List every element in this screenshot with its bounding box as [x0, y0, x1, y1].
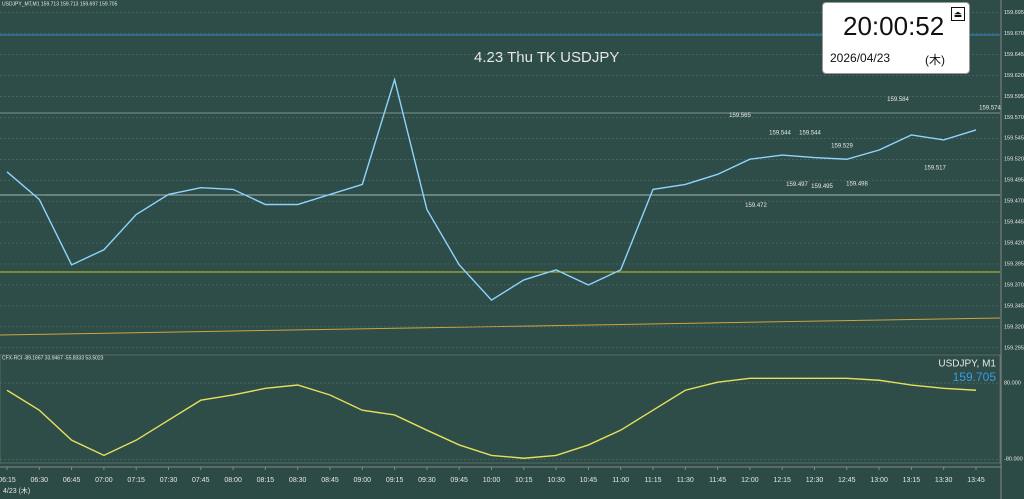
- series-line: [6, 377, 977, 459]
- y-tick-label: 80.000: [1004, 381, 1021, 387]
- x-tick-label: 07:00: [95, 477, 113, 484]
- x-tick-label: 06:45: [63, 477, 81, 484]
- x-tick-label: 09:30: [418, 477, 436, 484]
- date-label: 4/23 (木): [3, 486, 30, 495]
- x-tick-label: 13:15: [903, 477, 921, 484]
- x-tick-label: 11:15: [645, 477, 662, 484]
- price-annotation: 159.498: [846, 181, 868, 187]
- price-annotation: 159.544: [799, 131, 821, 137]
- y-tick-label: 159.470: [1004, 199, 1024, 205]
- chart-title: 4.23 Thu TK USDJPY: [474, 49, 619, 66]
- x-tick-label: 09:15: [386, 477, 404, 484]
- price-annotation: 159.544: [769, 131, 791, 137]
- rci-panel: [0, 354, 1001, 464]
- rci-price: 159.705: [953, 370, 997, 384]
- x-tick-label: 12:00: [741, 477, 759, 484]
- y-tick-label: 159.295: [1004, 345, 1024, 351]
- y-tick-label: 159.395: [1004, 261, 1024, 267]
- y-tick-label: 159.595: [1004, 94, 1024, 100]
- x-tick-label: 11:00: [612, 477, 629, 484]
- y-tick-label: 159.520: [1004, 157, 1024, 163]
- clock-weekday: (木): [925, 53, 945, 67]
- y-tick-label: -80.000: [1004, 457, 1023, 463]
- price-annotation: 159.517: [924, 165, 946, 171]
- y-tick-label: 159.495: [1004, 178, 1024, 184]
- price-annotation: 159.472: [745, 203, 767, 209]
- price-annotation: 159.584: [887, 97, 909, 103]
- y-tick-label: 159.620: [1004, 73, 1024, 79]
- x-tick-label: 08:15: [257, 477, 275, 484]
- x-tick-label: 10:00: [483, 477, 501, 484]
- x-tick-label: 10:15: [515, 477, 533, 484]
- y-tick-label: 159.370: [1004, 282, 1024, 288]
- rci-symbol: USDJPY, M1: [938, 359, 996, 370]
- x-tick-label: 12:45: [838, 477, 856, 484]
- y-tick-label: 159.420: [1004, 241, 1024, 247]
- y-tick-label: 159.645: [1004, 52, 1024, 58]
- y-tick-label: 159.445: [1004, 220, 1024, 226]
- x-tick-label: 07:15: [127, 477, 145, 484]
- y-tick-label: 159.670: [1004, 31, 1024, 37]
- rci-info: CFX-RCI -89.1667 33.9467 -55.8333 53.502…: [2, 355, 104, 361]
- x-tick-label: 11:30: [677, 477, 694, 484]
- x-tick-label: 08:00: [224, 477, 242, 484]
- x-tick-label: 12:30: [806, 477, 824, 484]
- x-tick-label: 11:45: [709, 477, 726, 484]
- x-tick-label: 09:45: [450, 477, 468, 484]
- clock-icon[interactable]: ⏏: [951, 7, 965, 21]
- x-tick-label: 09:00: [354, 477, 372, 484]
- y-tick-label: 159.570: [1004, 115, 1024, 121]
- y-tick-label: 159.345: [1004, 303, 1024, 309]
- x-tick-label: 08:45: [321, 477, 339, 484]
- clock: 20:00:52 2026/04/23 (木) ⏏: [822, 2, 970, 74]
- x-tick-label: 06:30: [31, 477, 49, 484]
- clock-date: 2026/04/23: [830, 51, 891, 65]
- x-tick-label: 10:45: [580, 477, 598, 484]
- x-tick-label: 13:30: [935, 477, 953, 484]
- price-annotation: 159.529: [831, 143, 853, 149]
- y-tick-label: 159.545: [1004, 136, 1024, 142]
- price-annotation: 159.497: [786, 182, 808, 188]
- x-tick-label: 07:30: [160, 477, 178, 484]
- y-tick-label: 159.695: [1004, 10, 1024, 16]
- price-annotation: 159.495: [811, 184, 833, 190]
- x-tick-label: 13:45: [967, 477, 985, 484]
- trend-line: [0, 317, 1001, 336]
- clock-time: 20:00:52: [843, 11, 945, 41]
- price-annotation: 159.574: [979, 106, 1001, 112]
- x-tick-label: 08:30: [289, 477, 307, 484]
- x-tick-label: 10:30: [547, 477, 565, 484]
- x-tick-label: 06:15: [0, 477, 16, 484]
- x-tick-label: 13:00: [870, 477, 888, 484]
- y-tick-label: 159.320: [1004, 324, 1024, 330]
- x-tick-label: 12:15: [773, 477, 791, 484]
- series-line: [6, 77, 977, 301]
- symbol-info: USDJPY_MT,M1 159.713 159.713 159.697 159…: [2, 1, 118, 7]
- x-tick-label: 07:45: [192, 477, 210, 484]
- price-annotation: 159.565: [729, 113, 751, 119]
